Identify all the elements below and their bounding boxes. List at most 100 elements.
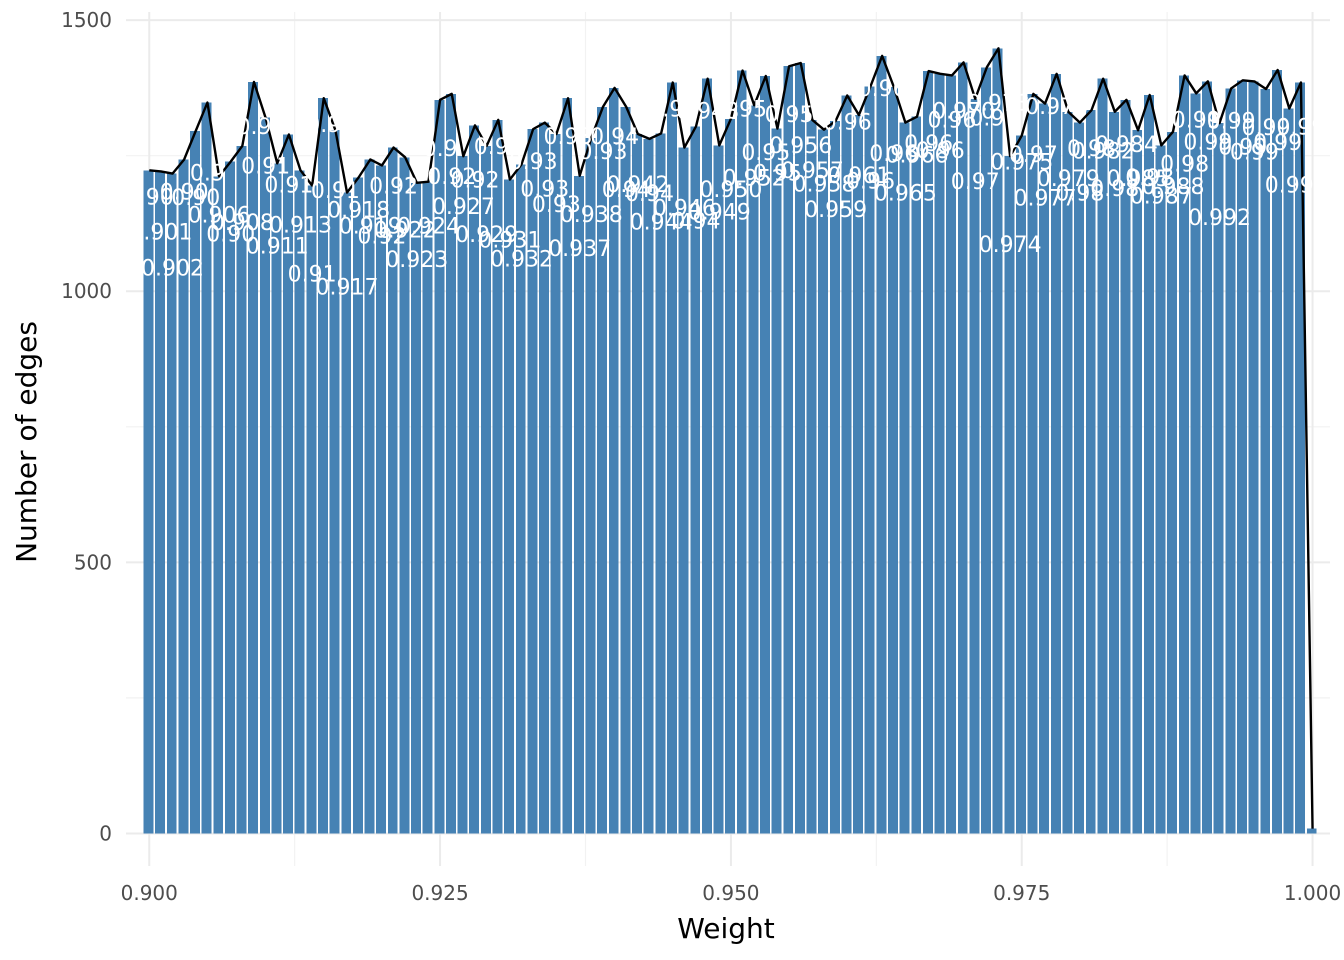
histogram-bar: [806, 119, 817, 834]
histogram-bar: [899, 122, 910, 834]
histogram-bar: [864, 86, 875, 834]
bin-label: 0.99: [1172, 108, 1221, 133]
bin-label: 0.957: [781, 159, 844, 184]
histogram-bar: [504, 179, 515, 834]
histogram-bar: [573, 175, 584, 834]
histogram-bar: [1062, 111, 1073, 834]
histogram-bar: [888, 86, 898, 834]
histogram-bar: [981, 67, 991, 834]
histogram-bar: [1202, 81, 1213, 834]
bin-label: 0.96: [869, 142, 918, 167]
histogram-bar: [492, 119, 503, 834]
x-tick-label: 0.925: [411, 881, 468, 905]
x-tick-label: 1.000: [1284, 881, 1341, 905]
histogram-bar: [387, 147, 398, 834]
bin-label: 0.99: [1207, 109, 1256, 134]
bin-label: 0.90: [206, 223, 255, 248]
histogram-bar: [1004, 156, 1015, 834]
histogram-bar: [725, 118, 736, 834]
histogram-bar: [480, 145, 491, 834]
histogram-bar: [1120, 99, 1131, 834]
bin-label: 0.984: [1095, 133, 1158, 158]
bin-label: 0.985: [1107, 167, 1170, 192]
histogram-bar: [1178, 75, 1189, 834]
histogram-bar: [1190, 93, 1201, 834]
histogram-bar: [853, 115, 864, 834]
histogram-bar: [1271, 70, 1282, 834]
histogram-bar: [352, 177, 363, 834]
histogram-bar: [946, 75, 957, 834]
histogram-bar: [760, 75, 770, 834]
bin-label: 0.99: [1242, 116, 1291, 141]
bin-label: 0.924: [397, 215, 460, 240]
histogram-bar: [515, 164, 526, 834]
histogram-bar: [1143, 94, 1154, 834]
histogram-bar: [399, 157, 410, 834]
bin-label: 0.95: [741, 141, 790, 166]
bin-label: 0.99: [1230, 140, 1279, 165]
histogram-bar: [922, 71, 933, 834]
histogram-bar: [678, 147, 689, 834]
bin-label: 0.949: [688, 200, 751, 225]
bin-label: 0.93: [578, 140, 627, 165]
bin-label: 0.918: [327, 198, 390, 223]
histogram-bar: [248, 81, 259, 834]
bin-label: 0.937: [548, 237, 611, 262]
histogram-bar: [445, 93, 456, 834]
bin-label: 0.99: [1183, 130, 1232, 155]
bin-label: 0.966: [886, 144, 949, 169]
histogram-bar: [469, 125, 480, 834]
histogram-bar: [236, 145, 247, 834]
bin-label: 0.929: [455, 223, 518, 248]
histogram-bar: [329, 130, 340, 834]
x-axis-title: Weight: [677, 912, 775, 945]
histogram-bar: [422, 181, 433, 834]
bin-label: 0.948: [676, 100, 739, 125]
histogram-bar: [818, 129, 829, 834]
bin-label: 0.94: [672, 209, 721, 234]
histogram-bar: [306, 185, 317, 834]
histogram-bar: [1225, 88, 1236, 834]
histogram-bar: [934, 73, 945, 834]
bin-label: 0.91: [241, 155, 290, 180]
bin-label: 0.93: [474, 135, 523, 160]
histogram-bar: [608, 87, 619, 834]
bin-label: 0.979: [1037, 167, 1100, 192]
bin-label: 0.95: [718, 98, 767, 123]
bin-label: 0.95: [765, 103, 814, 128]
bin-label: 0.906: [188, 203, 251, 228]
bin-label: 0.974: [979, 233, 1042, 258]
bin-label: 0.90: [125, 185, 174, 210]
bin-label: 0.99: [1265, 174, 1314, 199]
histogram-bar: [1237, 80, 1247, 834]
histogram-bar: [1039, 103, 1050, 834]
histogram-bar: [283, 134, 294, 834]
bin-label: 0.97: [951, 170, 1000, 195]
histogram-bar: [341, 192, 352, 834]
bin-label: 0.94: [648, 97, 697, 122]
bin-label: 0.978: [1025, 95, 1088, 120]
bin-label: 0.96: [916, 139, 965, 164]
y-tick-label: 500: [74, 550, 112, 574]
bin-label: 0.952: [723, 166, 786, 191]
histogram-bar: [1027, 93, 1038, 834]
frequency-line: [149, 47, 1314, 829]
histogram-bar: [213, 176, 224, 834]
histogram-bar: [562, 98, 573, 834]
histogram-bar: [701, 78, 712, 834]
histogram-bar: [434, 99, 445, 834]
histogram-bar: [178, 159, 189, 834]
histogram-bar: [829, 120, 840, 834]
bin-label: 0.950: [699, 178, 762, 203]
bin-labels: 0.900.9010.9020.900.900.90.9060.900.9080…: [125, 77, 1326, 301]
bin-label: 0.96: [858, 77, 907, 102]
histogram-bar: [1213, 123, 1224, 834]
bin-label: 0.932: [490, 247, 553, 272]
bin-label: 0.94: [625, 182, 674, 207]
histogram-bar: [911, 116, 922, 834]
histogram-bar: [643, 138, 654, 834]
bin-label: 0.91: [288, 263, 337, 288]
histogram-bar: [794, 62, 805, 834]
histogram-bar: [620, 106, 631, 834]
bin-label: 0.944: [630, 210, 693, 235]
